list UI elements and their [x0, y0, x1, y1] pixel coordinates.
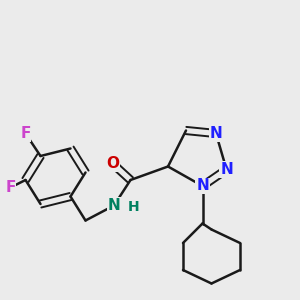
Text: N: N: [210, 126, 222, 141]
Text: H: H: [128, 200, 139, 214]
Text: N: N: [108, 198, 120, 213]
Text: F: F: [20, 126, 31, 141]
Text: O: O: [106, 156, 119, 171]
Text: F: F: [5, 180, 16, 195]
Text: N: N: [220, 162, 233, 177]
Text: N: N: [196, 178, 209, 194]
